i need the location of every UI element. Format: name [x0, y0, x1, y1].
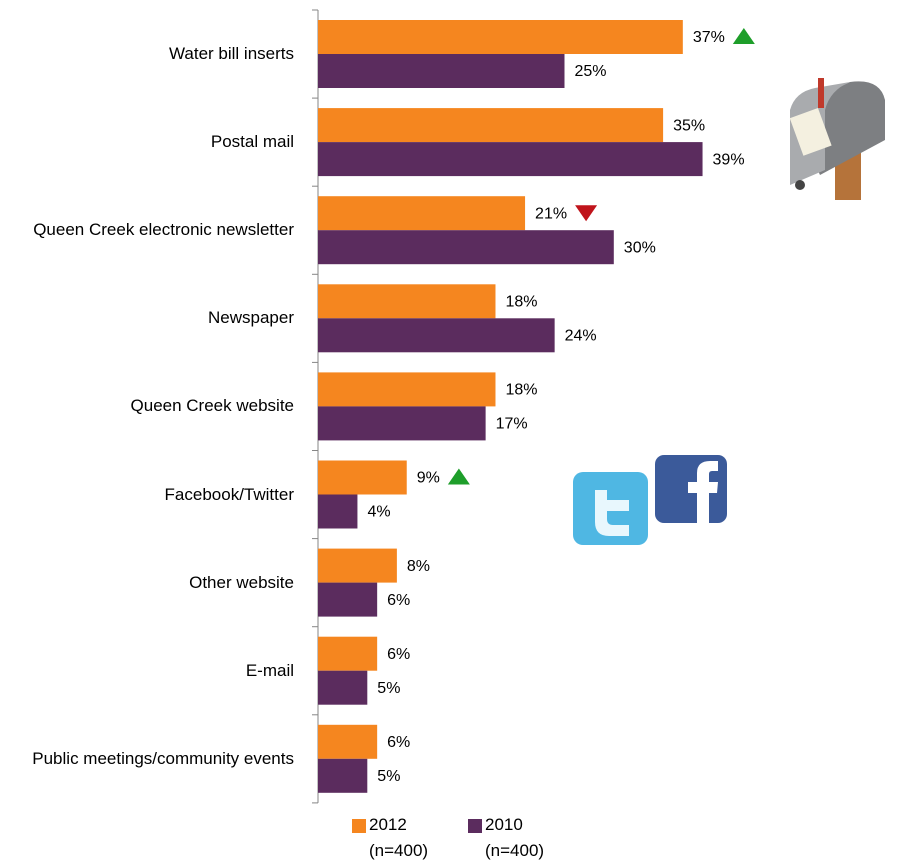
bar [318, 284, 496, 319]
twitter-icon [573, 472, 648, 545]
bar [318, 582, 378, 617]
category-label: Public meetings/community events [32, 715, 294, 803]
bar [318, 372, 496, 407]
category-label: Queen Creek website [131, 362, 294, 450]
category-label: Newspaper [208, 274, 294, 362]
data-label: 21% [535, 205, 567, 222]
legend-swatch [468, 819, 482, 833]
legend-label: 2010 (n=400) [485, 815, 545, 860]
category-label: E-mail [246, 627, 294, 715]
data-label: 6% [387, 592, 410, 609]
data-label: 5% [377, 680, 400, 697]
increase-marker [732, 28, 755, 44]
bar [318, 548, 397, 583]
bar [318, 20, 683, 54]
data-label: 18% [505, 294, 537, 311]
category-text: Queen Creek electronic newsletter [33, 220, 294, 240]
category-text: Public meetings/community events [32, 748, 294, 768]
bar [318, 758, 368, 793]
category-text: Facebook/Twitter [164, 484, 294, 504]
facebook-icon [655, 455, 727, 523]
bar [318, 196, 526, 231]
category-text: E-mail [245, 660, 294, 680]
bar [318, 406, 486, 441]
data-label: 17% [496, 416, 528, 433]
bar [318, 230, 614, 265]
category-label: Water bill inserts [169, 10, 294, 98]
bar [318, 636, 378, 671]
data-label: 24% [565, 328, 597, 345]
category-text: Postal mail [210, 132, 294, 152]
bar [318, 108, 664, 143]
data-label: 5% [377, 768, 400, 785]
category-text: Newspaper [208, 308, 294, 328]
category-label: Other website [189, 539, 294, 627]
data-label: 18% [505, 382, 537, 399]
bar [318, 318, 555, 353]
category-label: Postal mail [211, 98, 294, 186]
mailbox-icon [789, 78, 885, 200]
category-label: Queen Creek electronic newsletter [33, 186, 294, 274]
legend-swatch [352, 819, 366, 833]
bar [318, 142, 703, 177]
category-text: Other website [189, 572, 294, 592]
bar [318, 724, 378, 759]
data-label: 30% [624, 239, 656, 256]
category-text: Queen Creek website [130, 396, 294, 416]
decrease-marker [575, 205, 598, 222]
data-label: 9% [417, 470, 440, 487]
bar [318, 460, 407, 495]
data-label: 39% [713, 151, 745, 168]
increase-marker [447, 468, 470, 485]
bar [318, 494, 358, 529]
data-label: 4% [367, 504, 390, 521]
data-label: 37% [693, 29, 725, 46]
data-label: 25% [575, 63, 607, 80]
category-label: Facebook/Twitter [165, 451, 294, 539]
category-text: Water bill inserts [168, 44, 294, 64]
data-label: 6% [387, 734, 410, 751]
data-label: 8% [407, 558, 430, 575]
bar [318, 54, 565, 88]
bar [318, 670, 368, 705]
data-label: 6% [387, 646, 410, 663]
legend-label: 2012 (n=400) [369, 815, 429, 860]
data-label: 35% [673, 117, 705, 134]
